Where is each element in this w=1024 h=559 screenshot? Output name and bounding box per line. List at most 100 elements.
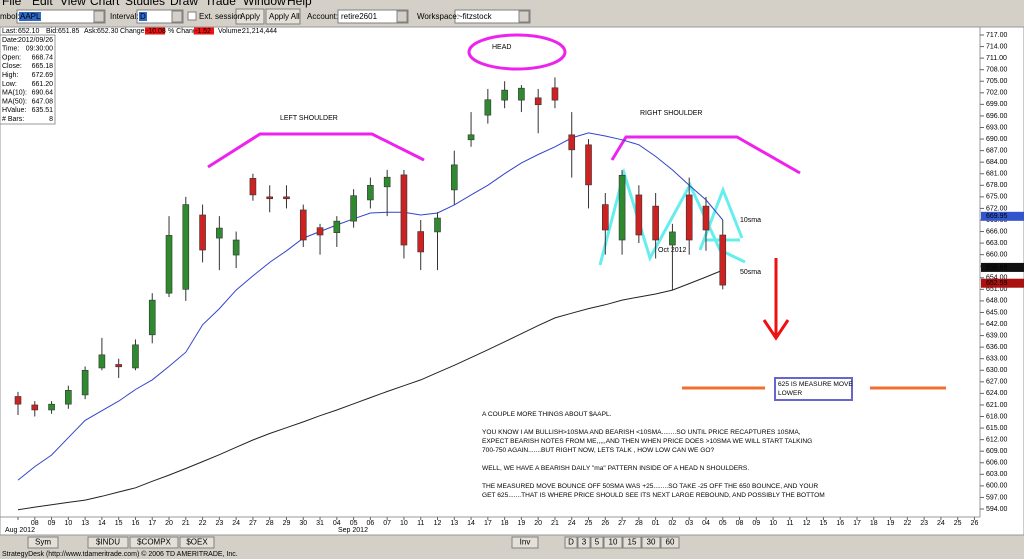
inv-tab[interactable] [511, 536, 539, 549]
left-shoulder-label: LEFT SHOULDER [280, 115, 338, 122]
y-tick-label: 636.00 [986, 344, 1008, 351]
info-label: High: [2, 72, 18, 79]
menu-item[interactable]: Help [287, 0, 312, 8]
candle-body [400, 174, 408, 246]
candle-body [299, 209, 307, 241]
interval-tab-label[interactable]: 10 [609, 538, 618, 547]
menu-item[interactable]: View [60, 0, 86, 8]
candle-body [434, 217, 441, 233]
info-value: 668.74 [32, 54, 54, 61]
ext-session-checkbox[interactable] [187, 11, 197, 21]
sym-tab-label[interactable]: Sym [35, 538, 51, 547]
dropdown-button[interactable] [518, 10, 530, 23]
menu-item[interactable]: Window [243, 0, 286, 8]
y-tick-label: 648.00 [986, 298, 1008, 305]
apply-button[interactable] [235, 8, 265, 25]
candle-body [719, 234, 727, 286]
x-tick-label: 09 [752, 520, 760, 527]
interval-tab-label[interactable]: 30 [647, 538, 656, 547]
x-tick-label: 22 [199, 520, 207, 527]
candle-body [702, 205, 710, 231]
interval-tab[interactable] [641, 536, 661, 549]
interval-tab-label[interactable]: 60 [666, 538, 675, 547]
interval-tab[interactable] [590, 536, 604, 549]
candle-body [333, 220, 341, 233]
menu-item[interactable]: Edit [32, 0, 53, 8]
inv-tab-label[interactable]: Inv [520, 538, 531, 547]
x-tick-label: 05 [350, 520, 358, 527]
workspace-select[interactable] [454, 9, 531, 24]
x-tick-label: 03 [685, 520, 693, 527]
candle-body [98, 354, 106, 369]
y-tick-label: 690.00 [986, 136, 1008, 143]
interval-tab[interactable] [660, 536, 680, 549]
interval-tab[interactable] [564, 536, 578, 549]
toolbar-interval-label: Interval: [110, 12, 138, 21]
x-tick-label: 24 [232, 520, 240, 527]
y-tick-label: 681.00 [986, 171, 1008, 178]
info-value: 09:30:00 [26, 46, 53, 53]
candle-body [249, 178, 257, 196]
dropdown-button[interactable] [93, 10, 105, 23]
menu-item[interactable]: Draw [170, 0, 198, 8]
menu-item[interactable]: File [2, 0, 22, 8]
interval-selection [139, 12, 147, 21]
dropdown-button[interactable] [171, 10, 183, 23]
x-tick-label: 07 [383, 520, 391, 527]
y-tick-label: 645.00 [986, 309, 1008, 316]
symbol-tab[interactable] [179, 536, 215, 549]
month-label: Aug 2012 [5, 527, 35, 534]
candle-body [383, 176, 391, 188]
candle-body [182, 204, 190, 290]
toolbar-symbol: AAPL [20, 12, 41, 21]
interval-tab-label[interactable]: D [568, 538, 574, 547]
interval-tab-label[interactable]: 3 [582, 538, 587, 547]
x-tick-label: 18 [501, 520, 509, 527]
x-tick-label: 14 [98, 520, 106, 527]
y-tick-label: 678.00 [986, 182, 1008, 189]
info-label: # Bars: [2, 116, 24, 123]
candle-body [31, 404, 39, 411]
interval-tab-label[interactable]: 5 [595, 538, 600, 547]
symbol-tab-label[interactable]: $COMPX [137, 538, 171, 547]
symbol-tab-label[interactable]: $OEX [186, 538, 208, 547]
info-label: MA(50): [2, 98, 27, 105]
x-tick-label: 02 [669, 520, 677, 527]
x-tick-label: 17 [853, 520, 861, 527]
candle-body [518, 87, 525, 101]
head-drawing [467, 33, 567, 71]
symbol-tab[interactable] [129, 536, 179, 549]
y-tick-label: 675.00 [986, 194, 1008, 201]
interval-tab-label[interactable]: 15 [628, 538, 637, 547]
symbol-tab-label[interactable]: $INDU [96, 538, 120, 547]
x-tick-label: 10 [64, 520, 72, 527]
info-value: 8 [49, 116, 53, 123]
x-tick-label: 10 [769, 520, 777, 527]
quote-value: -1.52 [195, 28, 211, 35]
sym-tab[interactable] [27, 536, 59, 549]
measure-box [774, 377, 853, 401]
down-arrow-head [762, 319, 790, 341]
x-tick-label: 24 [568, 520, 576, 527]
interval-tab[interactable] [603, 536, 623, 549]
symbol-tab[interactable] [87, 536, 129, 549]
x-tick-label: 25 [585, 520, 593, 527]
menu-item[interactable]: Studies [125, 0, 165, 8]
interval-tab[interactable] [622, 536, 642, 549]
price-marker [981, 211, 1024, 221]
y-tick-label: 630.00 [986, 367, 1008, 374]
candle-body [65, 390, 72, 405]
account-select[interactable] [337, 9, 409, 24]
y-tick-label: 705.00 [986, 78, 1008, 85]
note-line: EXPECT BEARISH NOTES FROM ME,,,,,AND THE… [482, 438, 812, 445]
menu-item[interactable]: Chart [90, 0, 120, 8]
apply-all-button[interactable] [265, 8, 301, 25]
info-label: MA(10): [2, 90, 27, 97]
menu-item[interactable]: Trade [205, 0, 236, 8]
symbol-selection [19, 12, 41, 21]
candle-body [601, 204, 609, 231]
interval-tab[interactable] [577, 536, 591, 549]
y-tick-label: 699.00 [986, 101, 1008, 108]
dropdown-button[interactable] [396, 10, 408, 23]
